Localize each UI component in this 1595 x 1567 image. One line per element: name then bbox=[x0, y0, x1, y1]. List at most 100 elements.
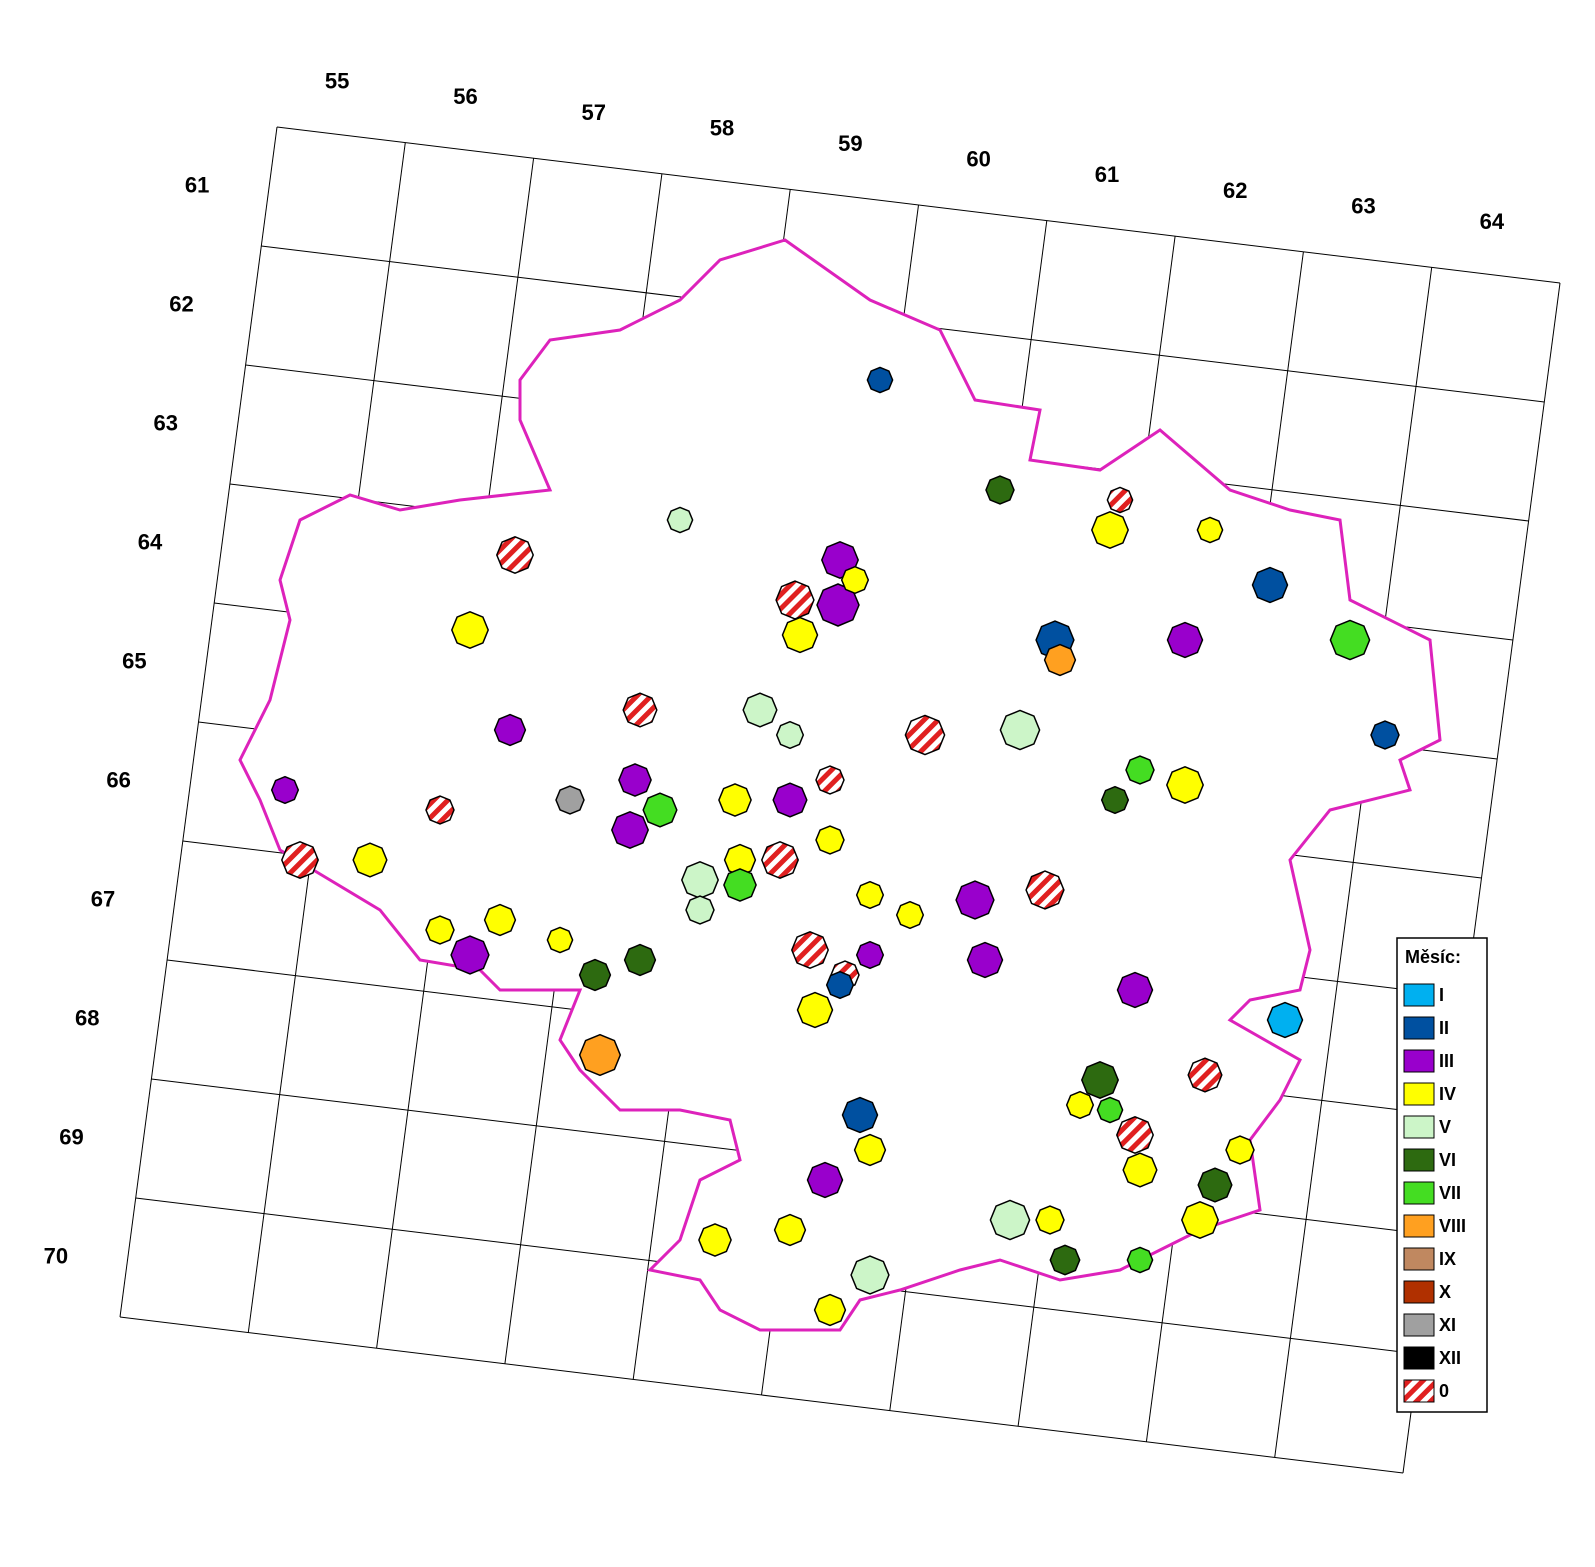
municipality bbox=[723, 868, 757, 902]
municipality bbox=[1166, 621, 1204, 659]
municipality bbox=[425, 915, 455, 945]
municipality bbox=[1197, 1167, 1233, 1203]
municipality bbox=[1025, 870, 1065, 910]
grid-line bbox=[119, 1316, 1404, 1474]
municipality bbox=[493, 713, 527, 747]
municipality bbox=[853, 1133, 887, 1167]
row-label: 63 bbox=[154, 410, 178, 435]
municipality bbox=[806, 1161, 844, 1199]
legend-label: II bbox=[1439, 1018, 1449, 1038]
municipality bbox=[1106, 486, 1134, 514]
column-label: 55 bbox=[325, 69, 349, 94]
municipality bbox=[1225, 1135, 1255, 1165]
municipality bbox=[895, 900, 925, 930]
legend-label: VI bbox=[1439, 1150, 1456, 1170]
legend-label: 0 bbox=[1439, 1381, 1449, 1401]
row-label: 66 bbox=[106, 767, 130, 792]
municipality bbox=[966, 941, 1004, 979]
row-label: 70 bbox=[44, 1243, 68, 1268]
municipality bbox=[1065, 1090, 1095, 1120]
municipality bbox=[425, 795, 455, 825]
legend-label: XII bbox=[1439, 1348, 1461, 1368]
legend-label: XI bbox=[1439, 1315, 1456, 1335]
legend-label: III bbox=[1439, 1051, 1454, 1071]
legend-label: VII bbox=[1439, 1183, 1461, 1203]
municipality bbox=[718, 783, 752, 817]
legend-swatch bbox=[1403, 1346, 1435, 1370]
legend-box bbox=[1396, 937, 1488, 1413]
municipality bbox=[546, 926, 574, 954]
municipality bbox=[1329, 619, 1371, 661]
municipality bbox=[1100, 785, 1130, 815]
legend-swatch bbox=[1403, 1214, 1435, 1238]
legend-label: I bbox=[1439, 985, 1444, 1005]
municipality bbox=[989, 1199, 1031, 1241]
municipality bbox=[666, 506, 694, 534]
municipality bbox=[622, 692, 658, 728]
municipality bbox=[1090, 510, 1130, 550]
municipality bbox=[610, 810, 650, 850]
municipality bbox=[1080, 1060, 1120, 1100]
row-label: 64 bbox=[138, 529, 163, 554]
municipality bbox=[1125, 755, 1155, 785]
municipality bbox=[623, 943, 657, 977]
municipality bbox=[1115, 1115, 1155, 1155]
municipality bbox=[850, 1255, 890, 1295]
municipality bbox=[698, 1223, 732, 1257]
municipality bbox=[1266, 1001, 1304, 1039]
municipality bbox=[904, 714, 946, 756]
municipality bbox=[270, 775, 300, 805]
municipality bbox=[483, 903, 517, 937]
row-label: 68 bbox=[75, 1005, 99, 1030]
municipality bbox=[790, 930, 830, 970]
municipality bbox=[618, 763, 652, 797]
column-label: 59 bbox=[838, 131, 862, 156]
municipality bbox=[1165, 765, 1205, 805]
municipality bbox=[796, 991, 834, 1029]
column-label: 61 bbox=[1095, 162, 1119, 187]
municipality bbox=[855, 940, 885, 970]
municipality bbox=[450, 935, 490, 975]
legend-label: IX bbox=[1439, 1249, 1456, 1269]
municipality bbox=[1049, 1244, 1081, 1276]
municipality bbox=[1116, 971, 1154, 1009]
municipality bbox=[578, 1033, 622, 1077]
municipality bbox=[1096, 1096, 1124, 1124]
legend-swatch bbox=[1403, 1181, 1435, 1205]
municipality bbox=[760, 840, 800, 880]
legend-swatch bbox=[1403, 983, 1435, 1007]
municipality bbox=[450, 610, 490, 650]
municipality bbox=[1187, 1057, 1223, 1093]
column-label: 58 bbox=[710, 115, 734, 140]
municipality bbox=[772, 782, 808, 818]
municipality bbox=[1251, 566, 1289, 604]
patches bbox=[270, 366, 1400, 1327]
legend-swatch bbox=[1403, 1082, 1435, 1106]
municipality bbox=[1196, 516, 1224, 544]
row-label: 61 bbox=[185, 172, 209, 197]
municipality bbox=[825, 970, 855, 1000]
municipality bbox=[1122, 1152, 1158, 1188]
legend-title: Měsíc: bbox=[1405, 947, 1461, 967]
municipality bbox=[955, 880, 995, 920]
row-label: 69 bbox=[59, 1124, 83, 1149]
column-label: 64 bbox=[1480, 209, 1505, 234]
column-label: 60 bbox=[966, 147, 990, 172]
municipality bbox=[815, 765, 845, 795]
municipality bbox=[781, 616, 819, 654]
municipality bbox=[840, 565, 870, 595]
column-label: 62 bbox=[1223, 178, 1247, 203]
municipality bbox=[855, 880, 885, 910]
municipality bbox=[1370, 720, 1400, 750]
column-label: 56 bbox=[453, 84, 477, 109]
municipality bbox=[578, 958, 612, 992]
municipality bbox=[775, 580, 815, 620]
municipality bbox=[685, 895, 715, 925]
municipality bbox=[813, 1293, 847, 1327]
row-label: 62 bbox=[169, 291, 193, 316]
legend-swatch bbox=[1403, 1280, 1435, 1304]
legend-swatch bbox=[1403, 1115, 1435, 1139]
legend-swatch bbox=[1403, 1016, 1435, 1040]
